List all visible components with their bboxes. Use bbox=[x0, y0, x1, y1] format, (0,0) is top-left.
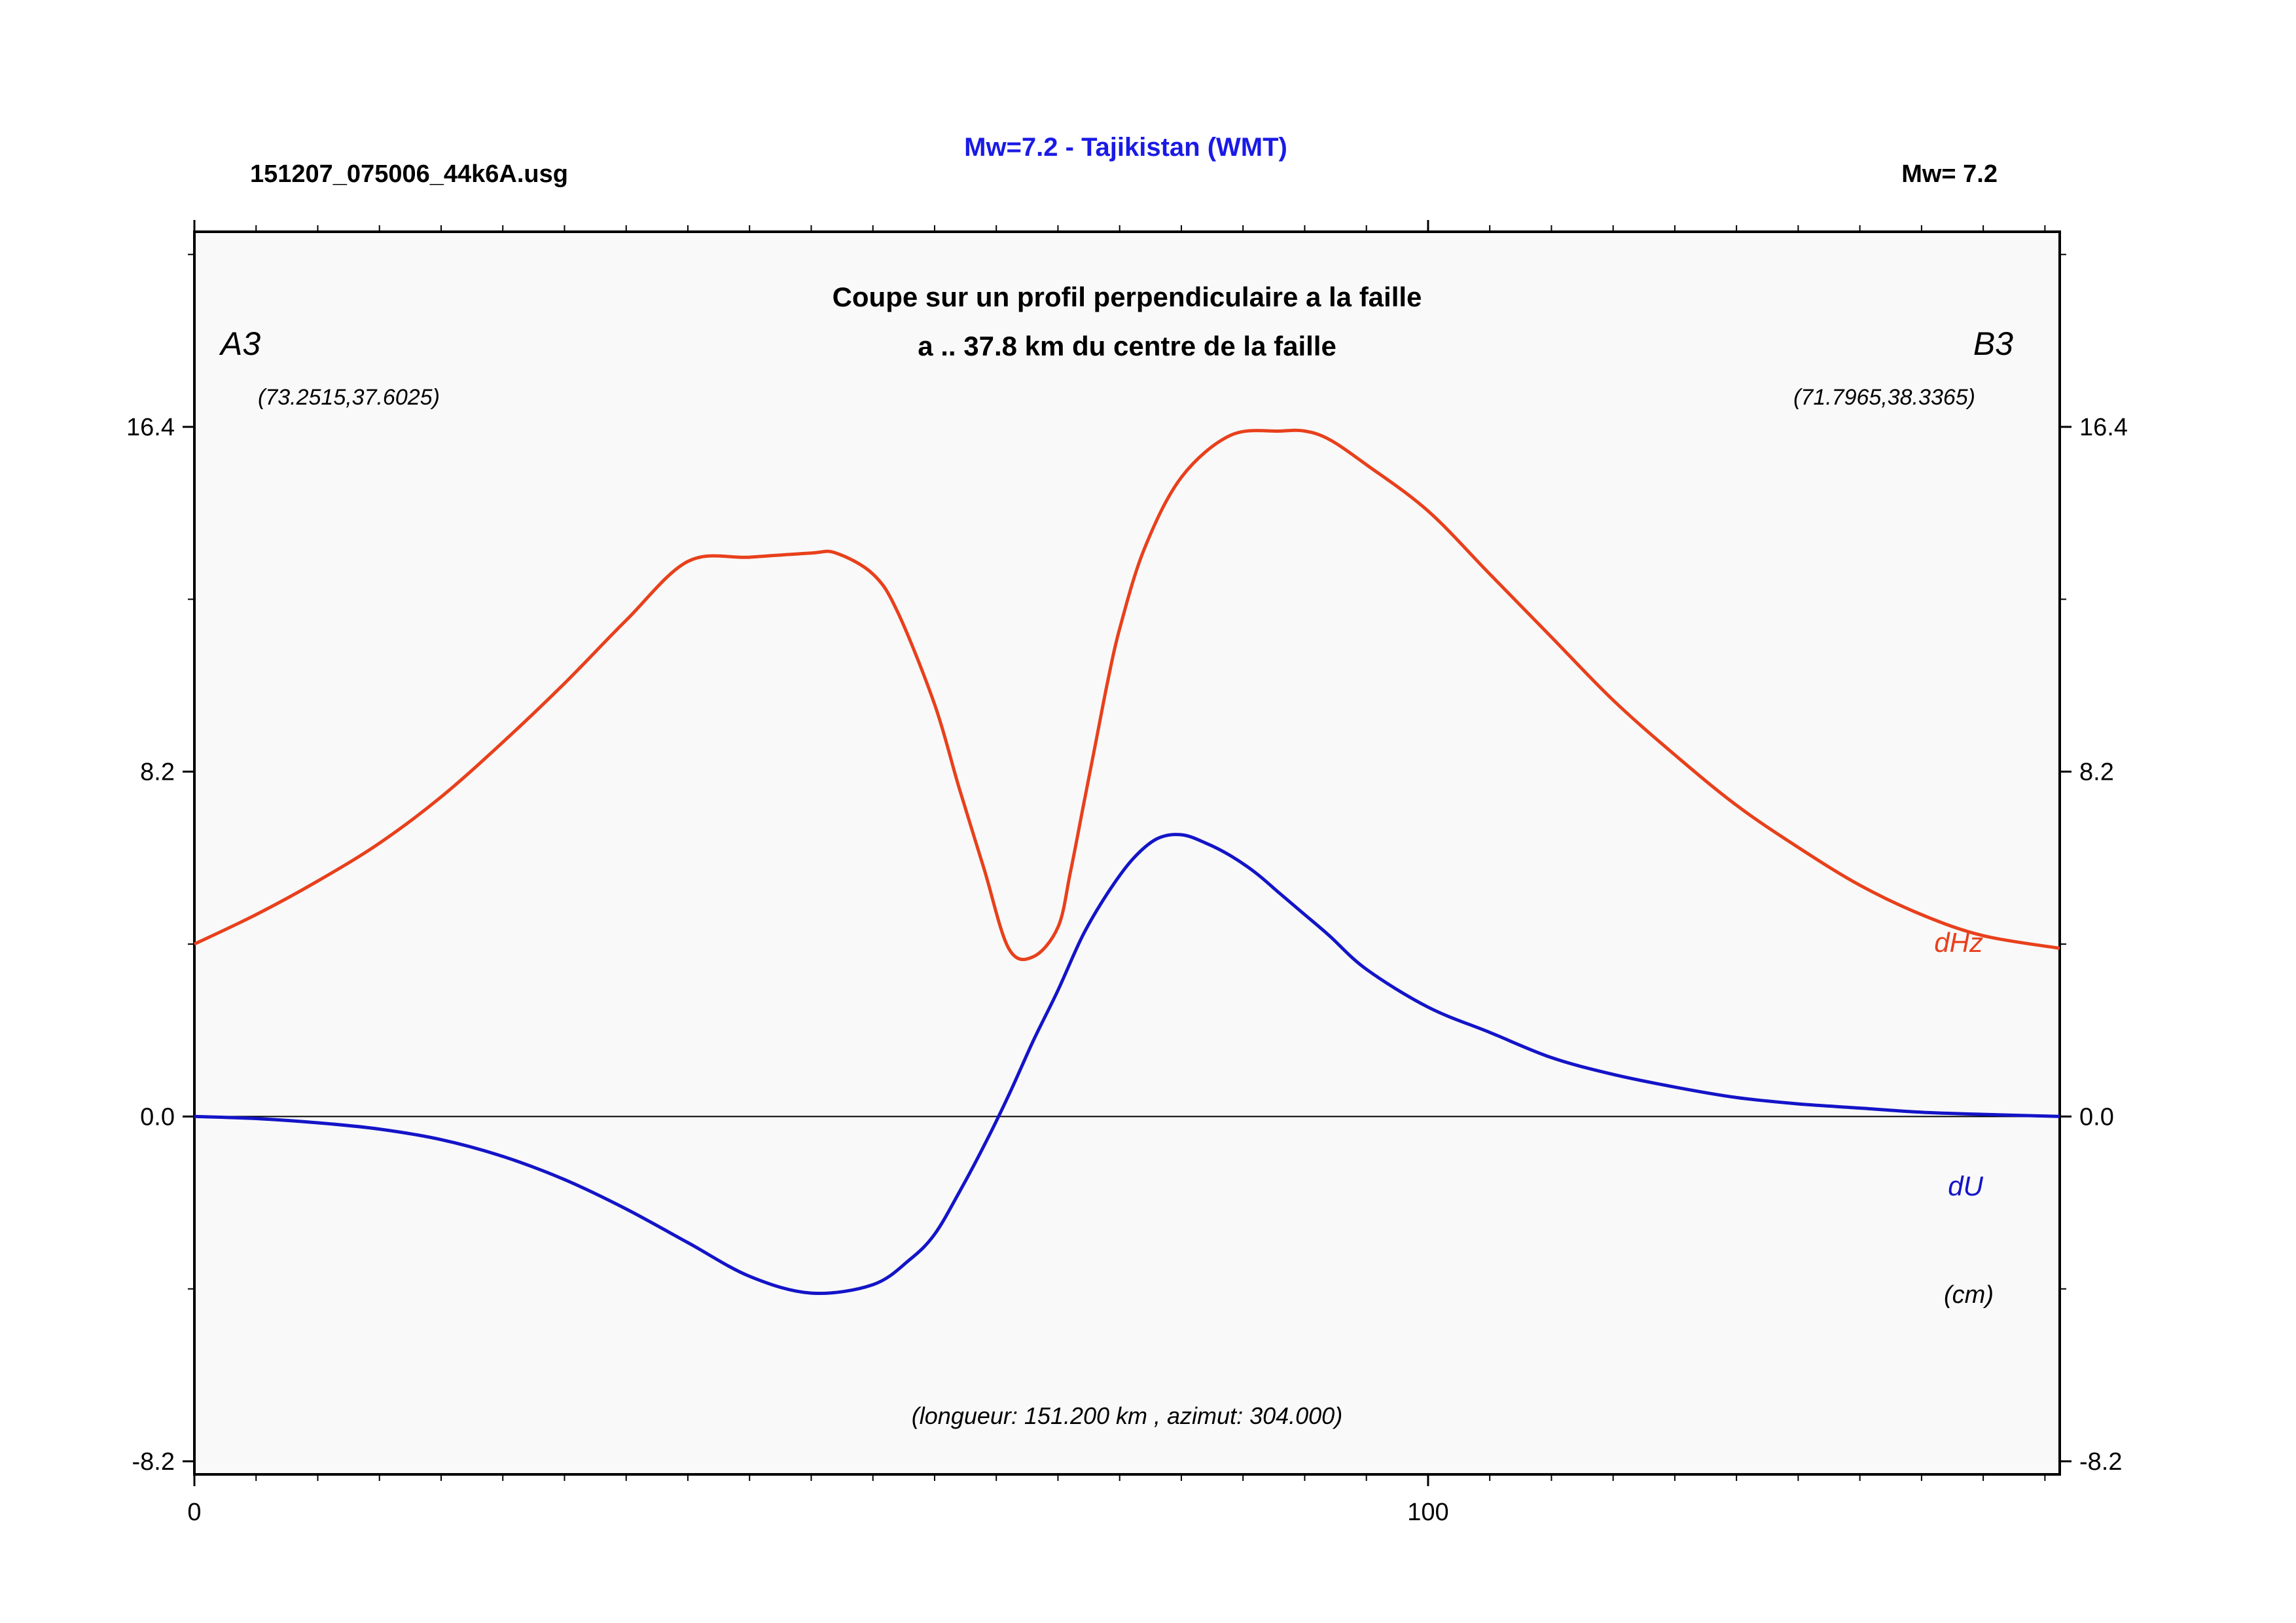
y-tick-label: 0.0 bbox=[140, 1103, 175, 1131]
series-label-dU: dU bbox=[1948, 1171, 1983, 1201]
start-coordinates: (73.2515,37.6025) bbox=[258, 385, 440, 410]
y-tick-label: 16.4 bbox=[126, 414, 175, 441]
series-label-dHz: dHz bbox=[1934, 927, 1983, 958]
end-point-label: B3 bbox=[1973, 325, 2013, 362]
y-tick-label: -8.2 bbox=[2079, 1448, 2122, 1476]
y-axis-ticks: 16.4 16.4 8.2 8.2 0.0 0.0 -8.2 -8.2 bbox=[126, 253, 2128, 1476]
y-tick-label: -8.2 bbox=[132, 1448, 175, 1476]
y-tick-label: 16.4 bbox=[2079, 414, 2128, 441]
series-line-dU bbox=[194, 833, 2060, 1295]
main-title: Mw=7.2 - Tajikistan (WMT) bbox=[964, 133, 1287, 162]
x-tick-label: 100 bbox=[1407, 1499, 1448, 1526]
chart-title: Coupe sur un profil perpendiculaire a la… bbox=[833, 282, 1422, 312]
file-name-label: 151207_075006_44k6A.usg bbox=[250, 160, 568, 188]
x-tick-label: 0 bbox=[187, 1499, 201, 1526]
chart-subtitle: a .. 37.8 km du centre de la faille bbox=[918, 331, 1336, 361]
start-point-label: A3 bbox=[219, 325, 260, 362]
y-tick-label: 8.2 bbox=[2079, 759, 2114, 786]
y-tick-label: 0.0 bbox=[2079, 1103, 2114, 1131]
x-axis-ticks: 0 100 bbox=[187, 220, 2046, 1526]
magnitude-label: Mw= 7.2 bbox=[1901, 160, 1998, 188]
y-tick-label: 8.2 bbox=[140, 759, 175, 786]
series-line-dHz bbox=[193, 428, 2060, 961]
profile-info: (longueur: 151.200 km , azimut: 304.000) bbox=[912, 1402, 1342, 1429]
unit-label: (cm) bbox=[1944, 1281, 1994, 1309]
plot-area bbox=[193, 230, 2061, 1476]
end-coordinates: (71.7965,38.3365) bbox=[1793, 385, 1975, 410]
